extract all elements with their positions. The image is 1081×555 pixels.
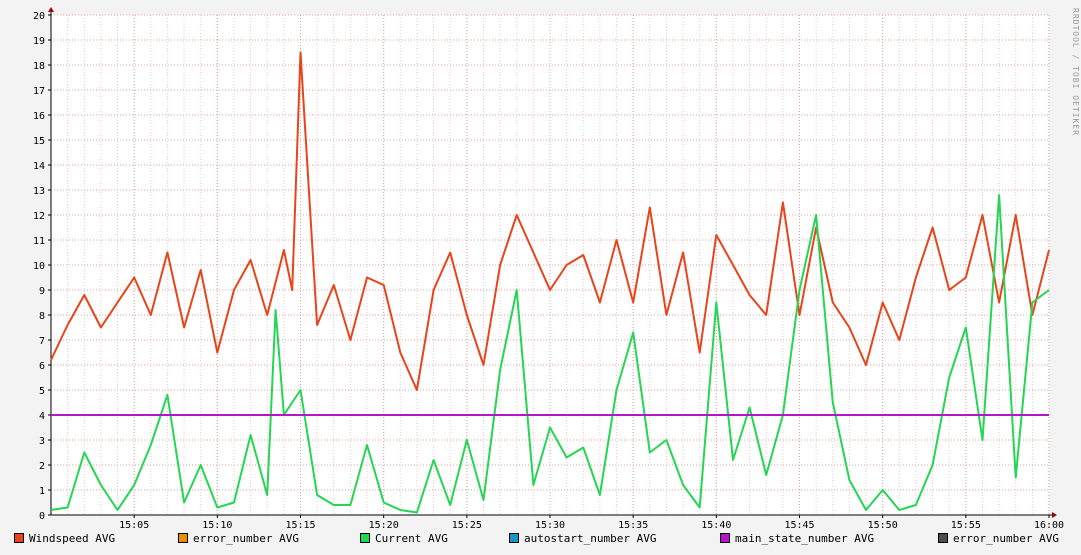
x-tick-label: 15:20: [369, 520, 399, 531]
x-tick-label: 15:25: [452, 520, 482, 531]
y-tick-label: 15: [33, 136, 45, 147]
x-tick-label: 15:30: [535, 520, 565, 531]
y-tick-label: 20: [33, 11, 45, 22]
x-tick-label: 16:00: [1034, 520, 1064, 531]
legend-swatch: [360, 533, 370, 543]
x-tick-label: 15:35: [618, 520, 648, 531]
y-tick-label: 14: [33, 161, 45, 172]
legend-swatch: [720, 533, 730, 543]
rrdtool-watermark: RRDTOOL / TOBI OETIKER: [1071, 8, 1080, 136]
legend-item: Current AVG: [360, 532, 448, 545]
x-tick-label: 15:55: [951, 520, 981, 531]
axes: [48, 7, 1057, 518]
series-lines: [50, 51, 1050, 514]
legend-label: autostart_number AVG: [524, 532, 657, 545]
y-tick-label: 9: [39, 286, 45, 297]
x-tick-label: 15:10: [202, 520, 232, 531]
x-tick-label: 15:40: [701, 520, 731, 531]
x-tick-label: 15:45: [784, 520, 814, 531]
legend-item: autostart_number AVG: [509, 532, 656, 545]
legend: Windspeed AVG error_number AVG Current AVG…: [0, 532, 1081, 550]
x-tick-labels: 15:05 15:10 15:15 15:20 15:25 15:30 15:35 15:40…: [119, 515, 1064, 531]
y-tick-label: 7: [39, 336, 45, 347]
y-tick-label: 8: [39, 311, 45, 322]
x-tick-label: 15:50: [868, 520, 898, 531]
y-tick-label: 1: [39, 486, 45, 497]
legend-label: error_number AVG: [953, 532, 1059, 545]
y-tick-label: 16: [33, 111, 45, 122]
x-axis-arrow: [1052, 512, 1057, 518]
y-tick-label: 19: [33, 36, 45, 47]
y-tick-label: 0: [39, 511, 45, 522]
legend-item: main_state_number AVG: [720, 532, 874, 545]
y-tick-label: 12: [33, 211, 45, 222]
y-tick-label: 5: [39, 386, 45, 397]
y-tick-label: 4: [39, 411, 45, 422]
legend-label: Windspeed AVG: [29, 532, 116, 545]
legend-item: Windspeed AVG: [14, 532, 115, 545]
legend-label: main_state_number AVG: [735, 532, 875, 545]
y-axis-arrow: [48, 7, 54, 12]
y-tick-label: 13: [33, 186, 45, 197]
series-line-0: [50, 51, 1050, 391]
x-tick-label: 15:15: [285, 520, 315, 531]
y-tick-label: 6: [39, 361, 45, 372]
y-tick-label: 17: [33, 86, 45, 97]
series-line-2: [50, 194, 1050, 514]
y-tick-label: 2: [39, 461, 45, 472]
legend-swatch: [938, 533, 948, 543]
legend-label: error_number AVG: [193, 532, 299, 545]
legend-label: Current AVG: [375, 532, 448, 545]
legend-item: error_number AVG: [938, 532, 1059, 545]
legend-swatch: [509, 533, 519, 543]
y-tick-label: 18: [33, 61, 45, 72]
legend-swatch: [14, 533, 24, 543]
legend-item: error_number AVG: [178, 532, 299, 545]
y-tick-label: 10: [33, 261, 45, 272]
legend-swatch: [178, 533, 188, 543]
y-tick-label: 3: [39, 436, 45, 447]
y-tick-label: 11: [33, 236, 45, 247]
x-tick-label: 15:05: [119, 520, 149, 531]
